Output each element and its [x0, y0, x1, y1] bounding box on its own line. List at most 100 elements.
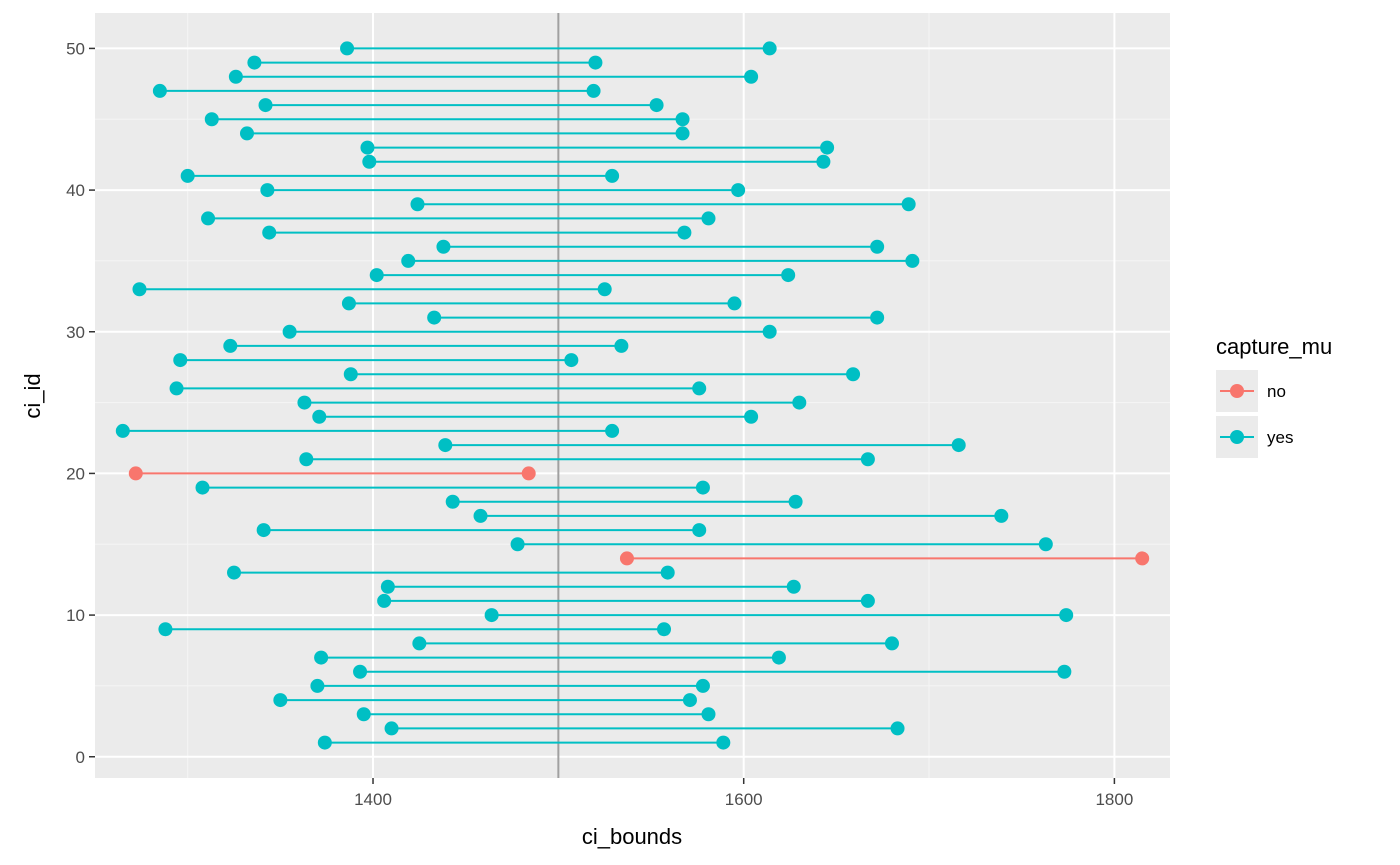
interval-point-lower-yes [260, 183, 275, 198]
legend-label-no: no [1267, 382, 1286, 401]
interval-point-lower-yes [310, 678, 325, 693]
legend-title: capture_mu [1216, 334, 1332, 359]
interval-point-lower-yes [204, 112, 219, 127]
interval-point-lower-yes [158, 622, 173, 637]
interval-point-lower-yes [239, 126, 254, 141]
interval-point-upper-yes [692, 381, 707, 396]
y-tick-label: 30 [66, 323, 85, 342]
interval-points [115, 41, 1150, 750]
interval-point-upper-yes [994, 508, 1009, 523]
interval-point-lower-no [128, 466, 143, 481]
interval-point-upper-yes [657, 622, 672, 637]
interval-point-lower-yes [353, 664, 368, 679]
interval-point-lower-yes [223, 338, 238, 353]
interval-point-upper-yes [905, 253, 920, 268]
interval-point-lower-yes [356, 707, 371, 722]
interval-point-lower-yes [362, 154, 377, 169]
interval-point-upper-yes [605, 168, 620, 183]
interval-point-lower-yes [401, 253, 416, 268]
interval-point-lower-yes [436, 239, 451, 254]
x-axis-title: ci_bounds [582, 824, 682, 849]
interval-point-lower-yes [510, 537, 525, 552]
legend-key-no-point [1230, 384, 1244, 398]
interval-segments [122, 47, 1143, 744]
interval-point-upper-yes [820, 140, 835, 155]
interval-point-upper-yes [692, 523, 707, 538]
interval-point-upper-yes [846, 367, 861, 382]
interval-point-upper-yes [762, 324, 777, 339]
interval-point-lower-yes [115, 423, 130, 438]
interval-point-lower-yes [369, 268, 384, 283]
interval-point-lower-yes [201, 211, 216, 226]
interval-point-upper-yes [660, 565, 675, 580]
interval-point-lower-yes [317, 735, 332, 750]
interval-point-upper-yes [792, 395, 807, 410]
interval-point-lower-yes [227, 565, 242, 580]
interval-point-upper-yes [731, 183, 746, 198]
interval-point-lower-yes [343, 367, 358, 382]
interval-point-upper-yes [614, 338, 629, 353]
y-tick-label: 0 [76, 748, 85, 767]
interval-point-lower-yes [195, 480, 210, 495]
interval-point-lower-yes [380, 579, 395, 594]
interval-point-upper-yes [870, 310, 885, 325]
interval-point-lower-yes [169, 381, 184, 396]
interval-point-upper-yes [649, 98, 664, 113]
interval-point-lower-yes [299, 452, 314, 467]
interval-point-upper-yes [597, 282, 612, 297]
interval-point-lower-yes [180, 168, 195, 183]
interval-point-upper-yes [605, 423, 620, 438]
interval-point-lower-yes [262, 225, 277, 240]
interval-point-upper-yes [1059, 608, 1074, 623]
interval-point-lower-yes [282, 324, 297, 339]
y-axis-title: ci_id [20, 373, 45, 418]
interval-point-upper-yes [771, 650, 786, 665]
interval-point-lower-yes [273, 693, 288, 708]
interval-point-lower-yes [438, 438, 453, 453]
interval-point-lower-yes [256, 523, 271, 538]
y-axis: 0 10 20 30 40 50 [66, 39, 95, 767]
interval-point-upper-yes [695, 678, 710, 693]
legend-label-yes: yes [1267, 428, 1293, 447]
interval-point-upper-yes [762, 41, 777, 56]
interval-point-upper-yes [744, 69, 759, 84]
interval-point-upper-yes [675, 112, 690, 127]
interval-point-lower-yes [152, 83, 167, 98]
interval-point-lower-yes [340, 41, 355, 56]
interval-point-lower-yes [445, 494, 460, 509]
interval-point-upper-yes [701, 211, 716, 226]
y-tick-label: 10 [66, 606, 85, 625]
interval-point-lower-yes [341, 296, 356, 311]
interval-point-upper-yes [951, 438, 966, 453]
interval-point-lower-yes [427, 310, 442, 325]
interval-point-upper-yes [788, 494, 803, 509]
interval-point-lower-yes [247, 55, 262, 70]
interval-point-upper-yes [695, 480, 710, 495]
interval-point-upper-no [521, 466, 536, 481]
y-tick-label: 50 [66, 39, 85, 58]
interval-point-upper-yes [781, 268, 796, 283]
interval-point-upper-yes [677, 225, 692, 240]
interval-point-upper-yes [588, 55, 603, 70]
interval-point-lower-yes [297, 395, 312, 410]
interval-point-upper-yes [786, 579, 801, 594]
interval-point-upper-yes [727, 296, 742, 311]
interval-point-lower-yes [412, 636, 427, 651]
interval-point-lower-no [619, 551, 634, 566]
interval-point-lower-yes [132, 282, 147, 297]
interval-point-lower-yes [473, 508, 488, 523]
x-tick-label: 1600 [725, 790, 763, 809]
interval-point-upper-yes [901, 197, 916, 212]
interval-point-upper-yes [860, 452, 875, 467]
interval-point-lower-yes [314, 650, 329, 665]
interval-point-upper-yes [586, 83, 601, 98]
interval-point-upper-yes [884, 636, 899, 651]
interval-point-upper-yes [1057, 664, 1072, 679]
x-tick-label: 1400 [354, 790, 392, 809]
y-tick-label: 20 [66, 464, 85, 483]
plot-panel [95, 13, 1170, 778]
interval-point-upper-yes [890, 721, 905, 736]
interval-point-upper-yes [870, 239, 885, 254]
legend-item-yes: yes [1216, 416, 1293, 458]
interval-point-upper-yes [744, 409, 759, 424]
